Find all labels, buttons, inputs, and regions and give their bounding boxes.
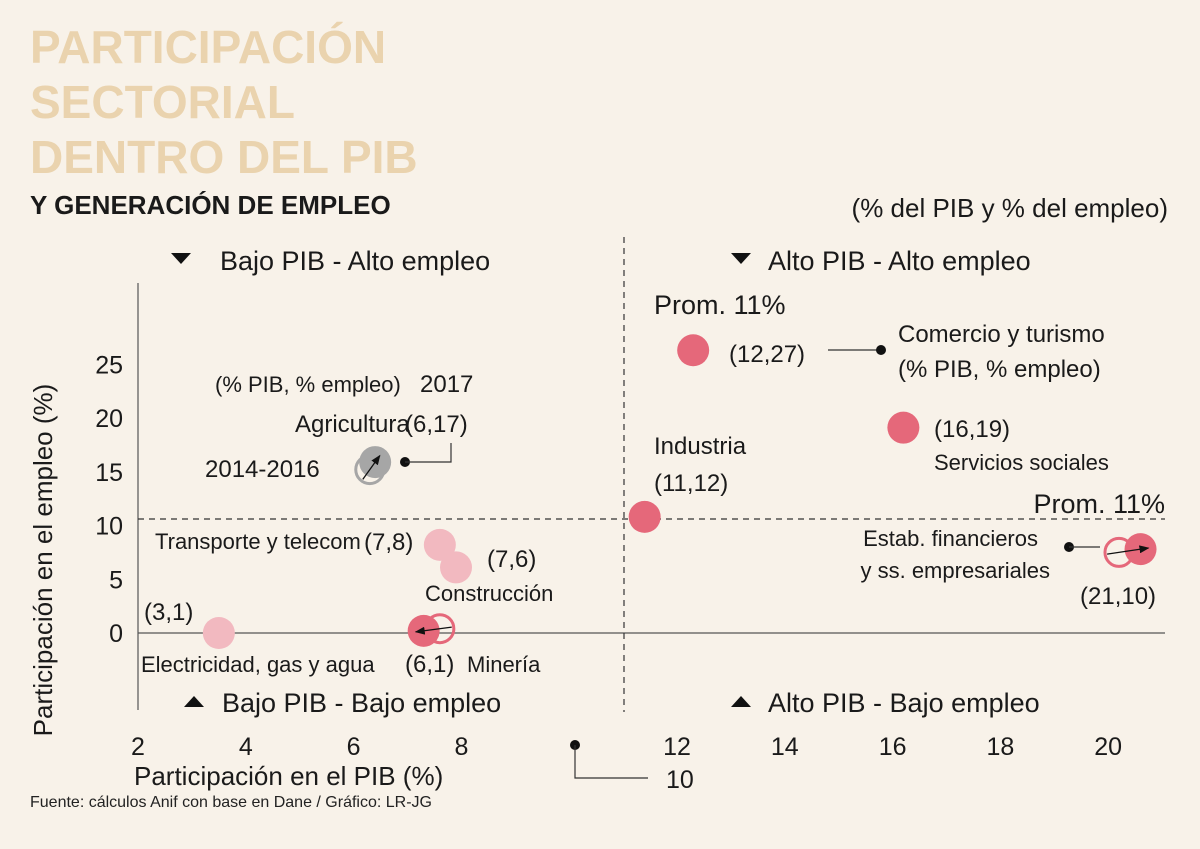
x-tick-20: 20: [1094, 733, 1122, 761]
label-financieros-name: Estab. financieros: [863, 526, 1038, 551]
label-agricultura-name: Agricultura: [295, 411, 410, 438]
label-transporte-value: (7,8): [364, 529, 413, 556]
quadrant-bottom-right: Alto PIB - Bajo empleo: [768, 688, 1040, 718]
label-electricidad-name: Electricidad, gas y agua: [141, 652, 375, 677]
y-tick-0: 0: [109, 620, 123, 648]
leader-agricultura: [405, 443, 452, 463]
leader-dot-comercio: [876, 345, 886, 355]
label-financieros-value: (21,10): [1080, 583, 1156, 610]
label-comercio-name-2: (% PIB, % empleo): [898, 356, 1101, 383]
avg-label-right: Prom. 11%: [1033, 489, 1165, 519]
avg-label-top: Prom. 11%: [654, 290, 786, 320]
units-label: (% del PIB y % del empleo): [851, 193, 1168, 223]
label-mineria-name: Minería: [467, 652, 541, 677]
label-agricultura-value: (6,17): [405, 411, 468, 438]
y-tick-15: 15: [95, 459, 123, 487]
label-transporte-name: Transporte y telecom: [155, 529, 361, 554]
label-servicios-value: (16,19): [934, 416, 1010, 443]
x-tick-6: 6: [347, 733, 361, 761]
point-comercio: [677, 334, 710, 367]
label-financieros-name-2: y ss. empresariales: [860, 558, 1050, 583]
x-tick-14: 14: [771, 733, 799, 761]
x-tick-12: 12: [663, 733, 691, 761]
chart-subtitle: Y GENERACIÓN DE EMPLEO: [30, 190, 391, 220]
triangle-down-icon: [171, 253, 191, 264]
label-servicios-name: Servicios sociales: [934, 450, 1109, 475]
x-tick-16: 16: [879, 733, 907, 761]
arrow-agricultura: [362, 454, 381, 480]
data-points: [202, 334, 1157, 649]
x-avg-value: 10: [666, 766, 694, 794]
y-tick-labels: 0 5 10 15 20 25: [95, 351, 123, 648]
point-electricidad: [202, 617, 235, 649]
title-line-3: DENTRO DEL PIB: [30, 131, 418, 183]
point-construccion: [440, 551, 473, 584]
label-construccion-value: (7,6): [487, 546, 536, 573]
triangle-down-icon: [731, 253, 751, 264]
title-line-1: PARTICIPACIÓN: [30, 21, 387, 73]
quadrant-top-left: Bajo PIB - Alto empleo: [220, 246, 490, 276]
label-year-2017: 2017: [420, 371, 473, 398]
x-tick-4: 4: [239, 733, 253, 761]
x-avg-leader: [574, 745, 648, 779]
y-tick-10: 10: [95, 513, 123, 541]
label-electricidad-value: (3,1): [144, 599, 193, 626]
y-axis-title: Participación en el empleo (%): [28, 384, 58, 737]
x-axis-title: Participación en el PIB (%): [134, 761, 443, 791]
y-tick-25: 25: [95, 351, 123, 379]
label-construccion-name: Construcción: [425, 581, 553, 606]
source-note: Fuente: cálculos Anif con base en Dane /…: [30, 794, 432, 811]
title-line-2: SECTORIAL: [30, 76, 295, 128]
label-comercio-value: (12,27): [729, 341, 805, 368]
x-tick-labels: 2 4 6 8 12 14 16 18 20: [131, 733, 1122, 761]
label-year-range: 2014-2016: [205, 456, 320, 483]
quadrant-top-right: Alto PIB - Alto empleo: [768, 246, 1031, 276]
label-mineria-value: (6,1): [405, 651, 454, 678]
triangle-up-icon: [731, 696, 751, 707]
label-industria-name: Industria: [654, 433, 747, 460]
x-tick-18: 18: [986, 733, 1014, 761]
legend-note: (% PIB, % empleo): [215, 372, 401, 397]
x-tick-8: 8: [454, 733, 468, 761]
quadrant-bottom-left: Bajo PIB - Bajo empleo: [222, 688, 501, 718]
arrow-financieros: [1107, 545, 1150, 555]
arrow-mineria: [414, 626, 452, 635]
chart-title: PARTICIPACIÓN SECTORIAL DENTRO DEL PIB: [30, 20, 418, 185]
x-tick-2: 2: [131, 733, 145, 761]
change-arrows: [362, 454, 1150, 635]
triangle-up-icon: [184, 696, 204, 707]
point-transporte: [423, 528, 456, 561]
label-comercio-name: Comercio y turismo: [898, 321, 1105, 348]
y-tick-20: 20: [95, 405, 123, 433]
label-industria-value: (11,12): [654, 470, 728, 497]
y-tick-5: 5: [109, 566, 123, 594]
point-industria: [628, 500, 661, 533]
point-servicios: [887, 411, 920, 444]
